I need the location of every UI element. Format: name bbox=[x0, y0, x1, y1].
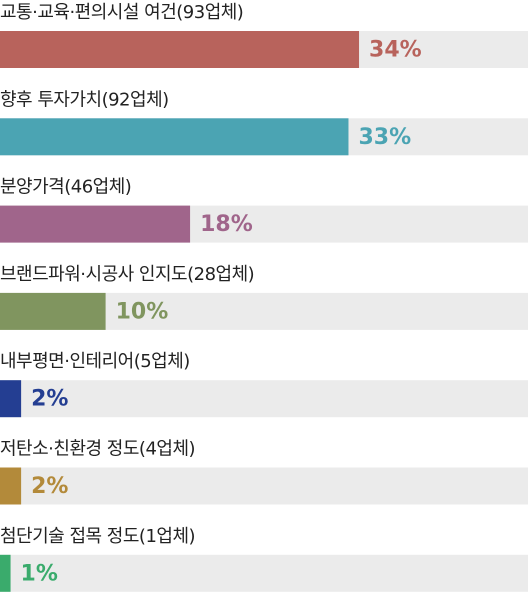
category-label: 향후 투자가치(92업체) bbox=[0, 89, 169, 110]
bar bbox=[0, 31, 360, 68]
category-label: 교통·교육·편의시설 여건(93업체) bbox=[0, 2, 243, 23]
value-label: 2% bbox=[31, 387, 68, 412]
bar bbox=[0, 554, 11, 592]
value-label: 18% bbox=[200, 212, 253, 237]
category-label: 브랜드파워·시공사 인지도(28업체) bbox=[0, 264, 254, 285]
bar bbox=[0, 118, 349, 156]
bar-track bbox=[0, 467, 528, 505]
bar bbox=[0, 380, 22, 418]
category-label: 분양가격(46업체) bbox=[0, 177, 131, 198]
category-label: 내부평면·인테리어(5업체) bbox=[0, 351, 190, 372]
value-label: 2% bbox=[31, 474, 68, 499]
bar bbox=[0, 292, 106, 330]
value-label: 1% bbox=[21, 561, 58, 586]
category-label: 첨단기술 접목 정도(1업체) bbox=[0, 526, 195, 547]
bar-track bbox=[0, 380, 528, 418]
category-label: 저탄소·친환경 정도(4업체) bbox=[0, 439, 195, 460]
bar bbox=[0, 467, 22, 505]
value-label: 33% bbox=[358, 125, 411, 150]
bar-track bbox=[0, 554, 528, 592]
bar bbox=[0, 205, 191, 243]
value-label: 10% bbox=[116, 299, 169, 324]
value-label: 34% bbox=[369, 38, 422, 63]
